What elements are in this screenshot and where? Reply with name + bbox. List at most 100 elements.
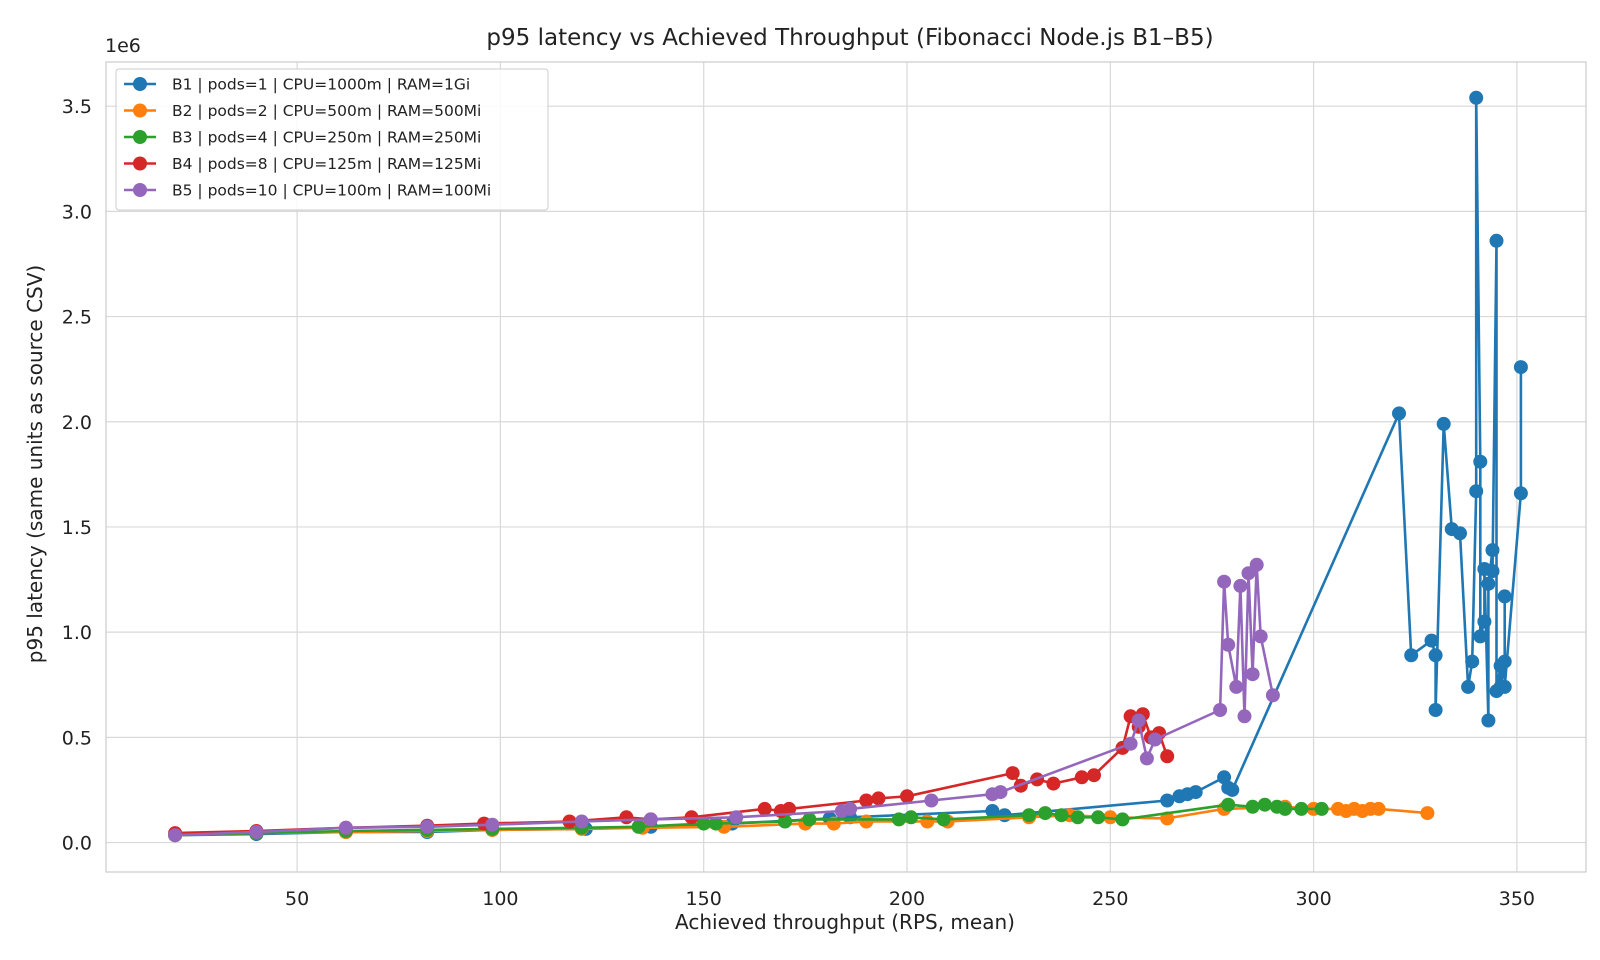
- data-point: [249, 825, 264, 839]
- data-point: [1131, 713, 1146, 728]
- y-tick-label: 0.5: [62, 727, 92, 749]
- data-point: [1070, 810, 1085, 825]
- data-point: [859, 814, 874, 829]
- plot-frame: [105, 61, 1587, 873]
- data-point: [993, 785, 1008, 800]
- series-line: [175, 563, 1275, 837]
- data-point: [1225, 782, 1240, 797]
- data-point: [936, 812, 951, 827]
- data-point: [782, 801, 797, 816]
- data-point: [1217, 770, 1232, 785]
- x-tick-label: 300: [1295, 888, 1331, 910]
- data-point: [1461, 679, 1476, 694]
- x-tick-label: 250: [1092, 888, 1128, 910]
- x-axis-label: Achieved throughput (RPS, mean): [675, 910, 1015, 934]
- y-tick-label: 2.0: [62, 412, 92, 434]
- data-point: [1481, 713, 1496, 728]
- y-tick-label: 2.5: [62, 307, 92, 329]
- data-point: [859, 793, 874, 808]
- data-point: [1465, 654, 1480, 669]
- data-point: [1257, 797, 1272, 812]
- legend-label: B3 | pods=4 | CPU=250m | RAM=250Mi: [172, 129, 481, 147]
- y-tick-label: 1.5: [62, 517, 92, 539]
- legend-item: B3 | pods=4 | CPU=250m | RAM=250Mi: [124, 129, 481, 147]
- legend-box: [115, 68, 549, 211]
- data-point: [631, 819, 646, 834]
- data-point: [778, 814, 792, 829]
- data-point: [338, 820, 353, 835]
- data-point: [1054, 808, 1069, 823]
- legend-label: B1 | pods=1 | CPU=1000m | RAM=1Gi: [172, 76, 470, 94]
- data-point: [1213, 703, 1228, 717]
- data-point: [871, 791, 886, 806]
- data-point: [574, 814, 589, 829]
- data-point: [1473, 629, 1488, 644]
- data-point: [1217, 574, 1232, 589]
- data-point: [485, 817, 500, 832]
- data-point: [1245, 667, 1260, 682]
- data-point: [729, 810, 744, 825]
- data-point: [1497, 679, 1512, 694]
- data-point: [1160, 749, 1175, 764]
- data-point: [1221, 797, 1236, 812]
- grid: [106, 62, 1586, 872]
- x-tick-label: 50: [285, 888, 309, 910]
- data-point: [1091, 810, 1106, 825]
- legend-marker: [133, 103, 147, 118]
- data-point: [985, 804, 1000, 818]
- data-point: [1469, 484, 1484, 499]
- data-point: [891, 812, 906, 827]
- data-point: [1249, 557, 1264, 572]
- data-point: [708, 816, 723, 831]
- data-point: [843, 801, 858, 816]
- data-point: [1115, 812, 1130, 827]
- data-point: [1473, 454, 1488, 469]
- data-point: [1513, 360, 1528, 375]
- data-point: [1469, 90, 1484, 105]
- legend-label: B2 | pods=2 | CPU=500m | RAM=500Mi: [172, 102, 481, 120]
- data-point: [1221, 637, 1236, 652]
- data-point: [1278, 801, 1293, 816]
- data-point: [1188, 785, 1203, 800]
- data-point: [924, 793, 939, 808]
- data-point: [1038, 806, 1053, 821]
- data-point: [168, 828, 183, 843]
- data-point: [802, 812, 817, 827]
- x-tick-label: 150: [686, 888, 722, 910]
- legend-marker: [133, 183, 147, 197]
- legend-label: B4 | pods=8 | CPU=125m | RAM=125Mi: [172, 155, 481, 173]
- series-b5: [168, 557, 1280, 843]
- x-tick-label: 200: [889, 888, 925, 910]
- data-point: [757, 801, 772, 816]
- data-point: [920, 814, 935, 829]
- data-point: [1436, 416, 1451, 431]
- legend-marker: [133, 156, 147, 171]
- legend-marker: [133, 77, 147, 91]
- data-point: [1237, 709, 1252, 724]
- data-point: [1497, 654, 1512, 669]
- legend-item: B4 | pods=8 | CPU=125m | RAM=125Mi: [124, 155, 481, 173]
- legend-label: B5 | pods=10 | CPU=100m | RAM=100Mi: [172, 182, 491, 200]
- data-point: [1229, 679, 1244, 694]
- data-point: [1513, 486, 1528, 501]
- data-point: [643, 812, 658, 827]
- data-point: [1477, 614, 1492, 629]
- data-point: [1253, 629, 1268, 644]
- data-point: [1489, 233, 1504, 248]
- legend-item: B5 | pods=10 | CPU=100m | RAM=100Mi: [124, 182, 491, 200]
- x-tick-label: 100: [482, 888, 518, 910]
- data-point: [1294, 801, 1309, 816]
- chart-title: p95 latency vs Achieved Throughput (Fibo…: [486, 25, 1213, 51]
- data-point: [1404, 648, 1419, 663]
- data-point: [420, 819, 435, 834]
- data-point: [1485, 564, 1500, 579]
- data-point: [1485, 543, 1500, 558]
- legend-item: B2 | pods=2 | CPU=500m | RAM=500Mi: [124, 102, 481, 120]
- data-point: [1139, 751, 1154, 766]
- y-offset-label: 1e6: [105, 35, 141, 57]
- data-point: [1265, 688, 1280, 703]
- data-point: [1428, 648, 1443, 663]
- data-point: [1160, 793, 1175, 808]
- data-point: [904, 810, 919, 825]
